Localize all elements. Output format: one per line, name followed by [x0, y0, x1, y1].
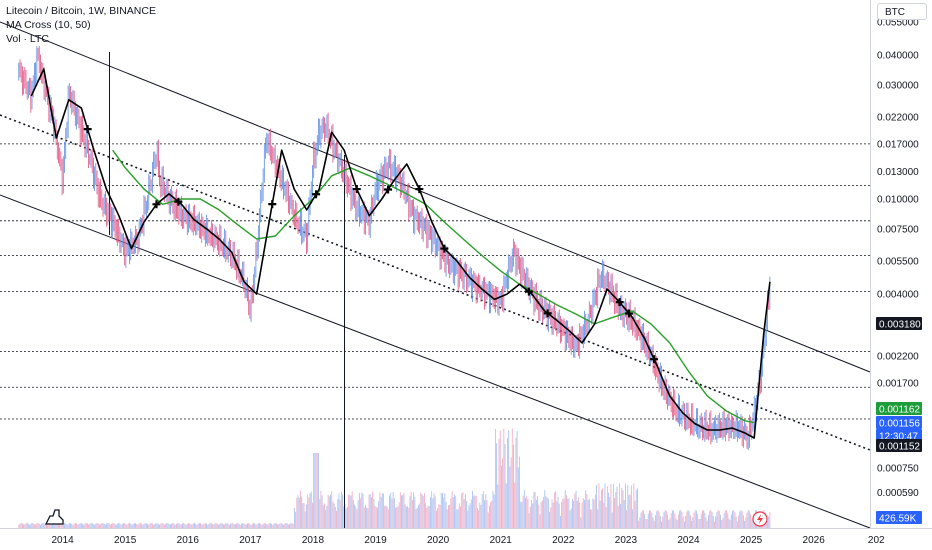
price-label-text: 0.003180: [879, 320, 921, 331]
x-tick-label: 2022: [552, 535, 575, 546]
cross-marker: [174, 197, 183, 206]
cross-marker: [440, 244, 449, 253]
cross-marker: [352, 185, 361, 194]
x-tick-label: 2014: [51, 535, 74, 546]
indicator-volume[interactable]: Vol · LTC: [6, 33, 49, 45]
cross-marker: [152, 200, 161, 209]
price-label-box: [876, 439, 922, 452]
plot-area[interactable]: [0, 0, 870, 528]
price-label-text: 12:30:47: [879, 432, 918, 443]
y-tick-label: 0.001700: [877, 378, 919, 389]
cross-marker: [312, 190, 321, 199]
flash-icon[interactable]: [752, 511, 768, 527]
indicator-ma-cross[interactable]: MA Cross (10, 50): [6, 19, 91, 31]
trendlines: [0, 21, 871, 529]
tradingview-logo: [44, 509, 64, 525]
ma-cross-markers: [83, 125, 659, 364]
x-tick-label: 2020: [427, 535, 450, 546]
price-label-box: [876, 511, 922, 524]
cross-marker: [384, 185, 393, 194]
y-tick-label: 0.002200: [877, 352, 919, 363]
x-tick-label: 2024: [677, 535, 700, 546]
cross-marker: [650, 355, 659, 364]
cross-marker: [524, 287, 533, 296]
price-labels: 0.003180 0.001162 0.001156 12:30:470.001152…: [876, 317, 922, 525]
cross-marker: [543, 309, 552, 318]
time-axis[interactable]: 2014 2015 2016 2017 2018 2019 2020 2021 2022 2023…: [51, 535, 885, 546]
price-label-text: 0.001162: [879, 405, 920, 416]
price-label-text: 0.001156: [879, 419, 920, 430]
price-label-text: 426.59K: [879, 514, 917, 525]
y-tick-label: 0.000750: [877, 463, 919, 474]
price-label-box: [876, 402, 922, 415]
y-tick-label: 0.005500: [877, 257, 919, 268]
y-tick-label: 0.040000: [877, 51, 919, 62]
chart-title: Litecoin / Bitcoin, 1W, BINANCE: [6, 5, 156, 17]
price-label-box: [876, 317, 922, 330]
y-tick-label: 0.013000: [877, 167, 919, 178]
x-tick-label: 2019: [364, 535, 387, 546]
y-tick-label: 0.055000: [877, 18, 919, 29]
price-label-box: [876, 429, 922, 442]
channel-lower-line: [0, 194, 871, 529]
y-tick-label: 0.010000: [877, 194, 919, 205]
currency-button[interactable]: BTC: [877, 3, 927, 20]
y-tick-label: 0.004000: [877, 290, 919, 301]
cross-marker: [625, 309, 634, 318]
x-tick-label: 2018: [302, 535, 325, 546]
x-tick-label: 2023: [615, 535, 638, 546]
price-label-text: 0.001152: [879, 442, 920, 453]
channel-upper-line: [0, 21, 871, 373]
y-tick-label: 0.000590: [877, 488, 919, 499]
ma-slow-line: [112, 149, 755, 424]
price-axis[interactable]: 0.055000 0.040000 0.030000 0.022000 0.017000…: [877, 18, 919, 526]
cross-marker: [615, 298, 624, 307]
cross-marker: [415, 185, 424, 194]
x-tick-label: 202: [868, 535, 885, 546]
x-tick-label: 2016: [177, 535, 200, 546]
y-tick-label: 0.007500: [877, 224, 919, 235]
x-tick-label: 2015: [114, 535, 137, 546]
x-tick-label: 2025: [740, 535, 763, 546]
x-tick-label: 2026: [803, 535, 826, 546]
price-label-box: [876, 416, 922, 429]
y-tick-label: 0.022000: [877, 113, 919, 124]
cross-marker: [83, 125, 92, 134]
cross-marker: [268, 200, 277, 209]
y-tick-label: 0.030000: [877, 80, 919, 91]
x-tick-label: 2017: [239, 535, 262, 546]
x-tick-label: 2021: [490, 535, 513, 546]
channel-mid-line: [0, 114, 871, 451]
y-tick-label: 0.017000: [877, 139, 919, 150]
volume-layer: [18, 428, 771, 528]
